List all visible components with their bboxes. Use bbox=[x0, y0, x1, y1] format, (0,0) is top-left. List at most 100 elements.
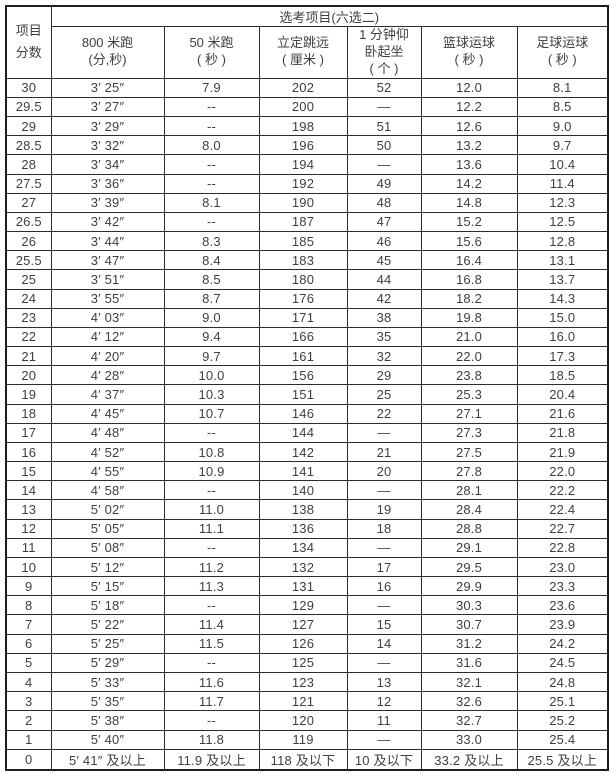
cell-score: 9 bbox=[5, 576, 52, 597]
table-row: 8 5′ 18″ -- 129—30.3 23.6 bbox=[5, 595, 609, 616]
cell-sit-ups: 29 bbox=[346, 365, 422, 386]
cell-score: 23 bbox=[5, 307, 52, 328]
cell-basketball: 32.1 bbox=[420, 671, 518, 693]
cell-score: 16 bbox=[5, 441, 52, 463]
cell-score: 28.5 bbox=[5, 135, 52, 156]
cell-long-jump: 144 bbox=[258, 422, 348, 443]
cell-run-50m: 8.0 bbox=[163, 135, 260, 156]
cell-long-jump: 187 bbox=[258, 211, 348, 233]
cell-sit-ups: 13 bbox=[346, 671, 422, 693]
cell-run-50m: 10.0 bbox=[163, 365, 260, 386]
cell-score: 26 bbox=[5, 231, 52, 252]
cell-long-jump: 200 bbox=[258, 96, 348, 118]
cell-long-jump: 198 bbox=[258, 116, 348, 137]
cell-football: 21.8 bbox=[516, 422, 609, 443]
cell-run-800m: 4′ 45″ bbox=[50, 403, 165, 424]
cell-basketball: 23.8 bbox=[420, 365, 518, 386]
cell-run-50m: -- bbox=[163, 96, 260, 118]
cell-long-jump: 151 bbox=[258, 384, 348, 405]
cell-basketball: 21.0 bbox=[420, 326, 518, 348]
cell-run-800m: 4′ 37″ bbox=[50, 384, 165, 405]
cell-football: 24.8 bbox=[516, 671, 609, 693]
header-line: 800 米跑 bbox=[81, 35, 134, 51]
table-row: 6 5′ 25″ 11.5 126 14 31.2 24.2 bbox=[5, 633, 609, 654]
cell-football: 12.3 bbox=[516, 192, 609, 213]
cell-football: 23.0 bbox=[516, 556, 609, 578]
cell-long-jump: 161 bbox=[258, 346, 348, 367]
cell-score: 17 bbox=[5, 422, 52, 443]
col-header-run-50m: 50 米跑 ( 秒 ) bbox=[163, 26, 260, 79]
cell-run-50m: 11.1 bbox=[163, 518, 260, 539]
cell-sit-ups: 32 bbox=[346, 346, 422, 367]
cell-long-jump: 118 及以下 bbox=[258, 748, 348, 771]
cell-run-50m: -- bbox=[163, 595, 260, 616]
table-row: 12 5′ 05″ 11.1 136 18 28.8 22.7 bbox=[5, 518, 609, 539]
cell-sit-ups: 51 bbox=[346, 116, 422, 137]
header-line: 篮球运球 bbox=[442, 35, 495, 51]
corner-header-line1: 项目 bbox=[15, 22, 42, 38]
cell-sit-ups: — bbox=[346, 652, 422, 674]
table-row: 2 5′ 38″ -- 120 11 32.7 25.2 bbox=[5, 710, 609, 731]
table-row: 7 5′ 22″ 11.4 127 15 30.7 23.9 bbox=[5, 614, 609, 635]
cell-sit-ups: 48 bbox=[346, 192, 422, 213]
cell-score: 12 bbox=[5, 518, 52, 539]
cell-run-50m: 11.6 bbox=[163, 671, 260, 693]
cell-score: 24 bbox=[5, 288, 52, 309]
table-row: 30 3′ 25″ 7.9 202 52 12.0 8.1 bbox=[5, 77, 609, 98]
cell-football: 12.5 bbox=[516, 211, 609, 233]
header-unit: ( 秒 ) bbox=[197, 52, 226, 68]
cell-basketball: 22.0 bbox=[420, 346, 518, 367]
cell-run-800m: 3′ 42″ bbox=[50, 211, 165, 233]
cell-sit-ups: 47 bbox=[346, 211, 422, 233]
cell-run-800m: 3′ 47″ bbox=[50, 250, 165, 271]
cell-basketball: 19.8 bbox=[420, 307, 518, 328]
cell-football: 12.8 bbox=[516, 231, 609, 252]
cell-basketball: 32.6 bbox=[420, 691, 518, 712]
cell-score: 26.5 bbox=[5, 211, 52, 233]
cell-sit-ups: 19 bbox=[346, 499, 422, 520]
table-row: 28.5 3′ 32″ 8.0 196 50 13.2 9.7 bbox=[5, 135, 609, 156]
column-header-row: 800 米跑 (分,秒) 50 米跑 ( 秒 ) 立定跳远 ( 厘米 ) 1 分… bbox=[6, 26, 609, 79]
cell-score: 25.5 bbox=[5, 250, 52, 271]
cell-run-800m: 5′ 18″ bbox=[50, 595, 165, 616]
cell-sit-ups: 18 bbox=[346, 518, 422, 539]
cell-basketball: 12.2 bbox=[420, 96, 518, 118]
cell-score: 21 bbox=[5, 346, 52, 367]
cell-run-800m: 4′ 48″ bbox=[50, 422, 165, 443]
cell-score: 2 bbox=[5, 710, 52, 731]
cell-football: 9.0 bbox=[516, 116, 609, 137]
cell-score: 14 bbox=[5, 480, 52, 501]
cell-score: 4 bbox=[5, 671, 52, 693]
corner-header-score: 项目 分数 bbox=[5, 5, 52, 79]
table-row: 22 4′ 12″ 9.4 166 35 21.0 16.0 bbox=[5, 326, 609, 348]
cell-football: 13.7 bbox=[516, 269, 609, 290]
cell-football: 21.6 bbox=[516, 403, 609, 424]
cell-football: 20.4 bbox=[516, 384, 609, 405]
cell-run-800m: 5′ 12″ bbox=[50, 556, 165, 578]
cell-sit-ups: 20 bbox=[346, 461, 422, 482]
cell-run-50m: 11.7 bbox=[163, 691, 260, 712]
cell-sit-ups: — bbox=[346, 480, 422, 501]
cell-sit-ups: 17 bbox=[346, 556, 422, 578]
cell-long-jump: 119 bbox=[258, 729, 348, 750]
col-header-sit-ups: 1 分钟仰 卧起坐 ( 个 ) bbox=[346, 26, 422, 79]
cell-run-50m: -- bbox=[163, 154, 260, 175]
cell-long-jump: 146 bbox=[258, 403, 348, 424]
cell-football: 25.1 bbox=[516, 691, 609, 712]
cell-run-50m: 9.4 bbox=[163, 326, 260, 348]
cell-run-800m: 5′ 35″ bbox=[50, 691, 165, 712]
cell-basketball: 16.8 bbox=[420, 269, 518, 290]
cell-basketball: 32.7 bbox=[420, 710, 518, 731]
table-row: 29.5 3′ 27″ -- 200—12.2 8.5 bbox=[5, 96, 609, 118]
cell-long-jump: 176 bbox=[258, 288, 348, 309]
cell-football: 17.3 bbox=[516, 346, 609, 367]
table-row: 25.5 3′ 47″ 8.4 183 45 16.4 13.1 bbox=[5, 250, 609, 271]
cell-run-800m: 5′ 02″ bbox=[50, 499, 165, 520]
cell-run-800m: 5′ 41″ 及以上 bbox=[50, 748, 165, 771]
cell-run-50m: -- bbox=[163, 422, 260, 443]
cell-long-jump: 196 bbox=[258, 135, 348, 156]
cell-run-50m: 11.3 bbox=[163, 576, 260, 597]
cell-long-jump: 171 bbox=[258, 307, 348, 328]
cell-basketball: 15.2 bbox=[420, 211, 518, 233]
cell-sit-ups: 44 bbox=[346, 269, 422, 290]
